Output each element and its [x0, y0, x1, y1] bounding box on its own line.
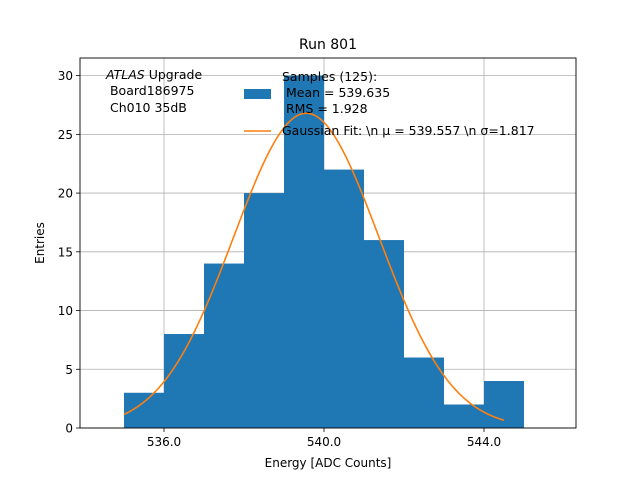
annotation-line: ATLAS Upgrade — [105, 67, 202, 82]
y-tick-label: 15 — [58, 245, 73, 259]
histogram-bar — [404, 357, 444, 428]
x-axis-label: Energy [ADC Counts] — [265, 456, 392, 470]
legend-label-samples: Samples (125): — [282, 69, 377, 84]
histogram-bar — [124, 392, 164, 428]
x-tick-label: 544.0 — [467, 435, 501, 449]
histogram-bar — [364, 240, 404, 428]
histogram-bar — [444, 404, 484, 428]
annotation-italic: ATLAS — [105, 67, 145, 82]
atlas-annotation: ATLAS Upgrade Board186975 Ch010 35dB — [105, 67, 202, 115]
y-tick-label: 5 — [65, 363, 73, 377]
y-tick-label: 30 — [58, 69, 73, 83]
x-tick-label: 540.0 — [307, 435, 341, 449]
y-tick-label: 10 — [58, 304, 73, 318]
histogram-bars — [124, 75, 524, 429]
histogram-bar — [484, 381, 524, 428]
histogram-bar — [284, 75, 324, 428]
y-axis-ticks: 0 5 10 15 20 25 30 — [58, 69, 80, 436]
y-axis-label: Entries — [33, 222, 47, 264]
histogram-bar — [204, 263, 244, 428]
legend-patch-samples — [244, 89, 271, 99]
annotation-line: Board186975 — [106, 83, 194, 98]
annotation-line: Ch010 35dB — [106, 100, 187, 115]
x-axis-ticks: 536.0 540.0 544.0 — [147, 428, 501, 449]
x-tick-label: 536.0 — [147, 435, 181, 449]
histogram-bar — [244, 193, 284, 428]
annotation-text: Upgrade — [145, 67, 203, 82]
chart-title: Run 801 — [299, 37, 357, 53]
legend: Samples (125): Mean = 539.635 RMS = 1.92… — [244, 69, 535, 138]
gaussian-fit-curve — [123, 112, 505, 421]
legend-label-mean: Mean = 539.635 — [282, 85, 390, 100]
legend-label-fit: Gaussian Fit: \n μ = 539.557 \n σ=1.817 — [282, 123, 535, 138]
plot-frame — [79, 57, 577, 429]
histogram-bar — [164, 334, 204, 428]
y-tick-label: 0 — [65, 422, 73, 436]
y-tick-label: 20 — [58, 187, 73, 201]
legend-label-rms: RMS = 1.928 — [282, 101, 368, 116]
histogram-bar — [324, 169, 364, 429]
y-tick-label: 25 — [58, 128, 73, 142]
